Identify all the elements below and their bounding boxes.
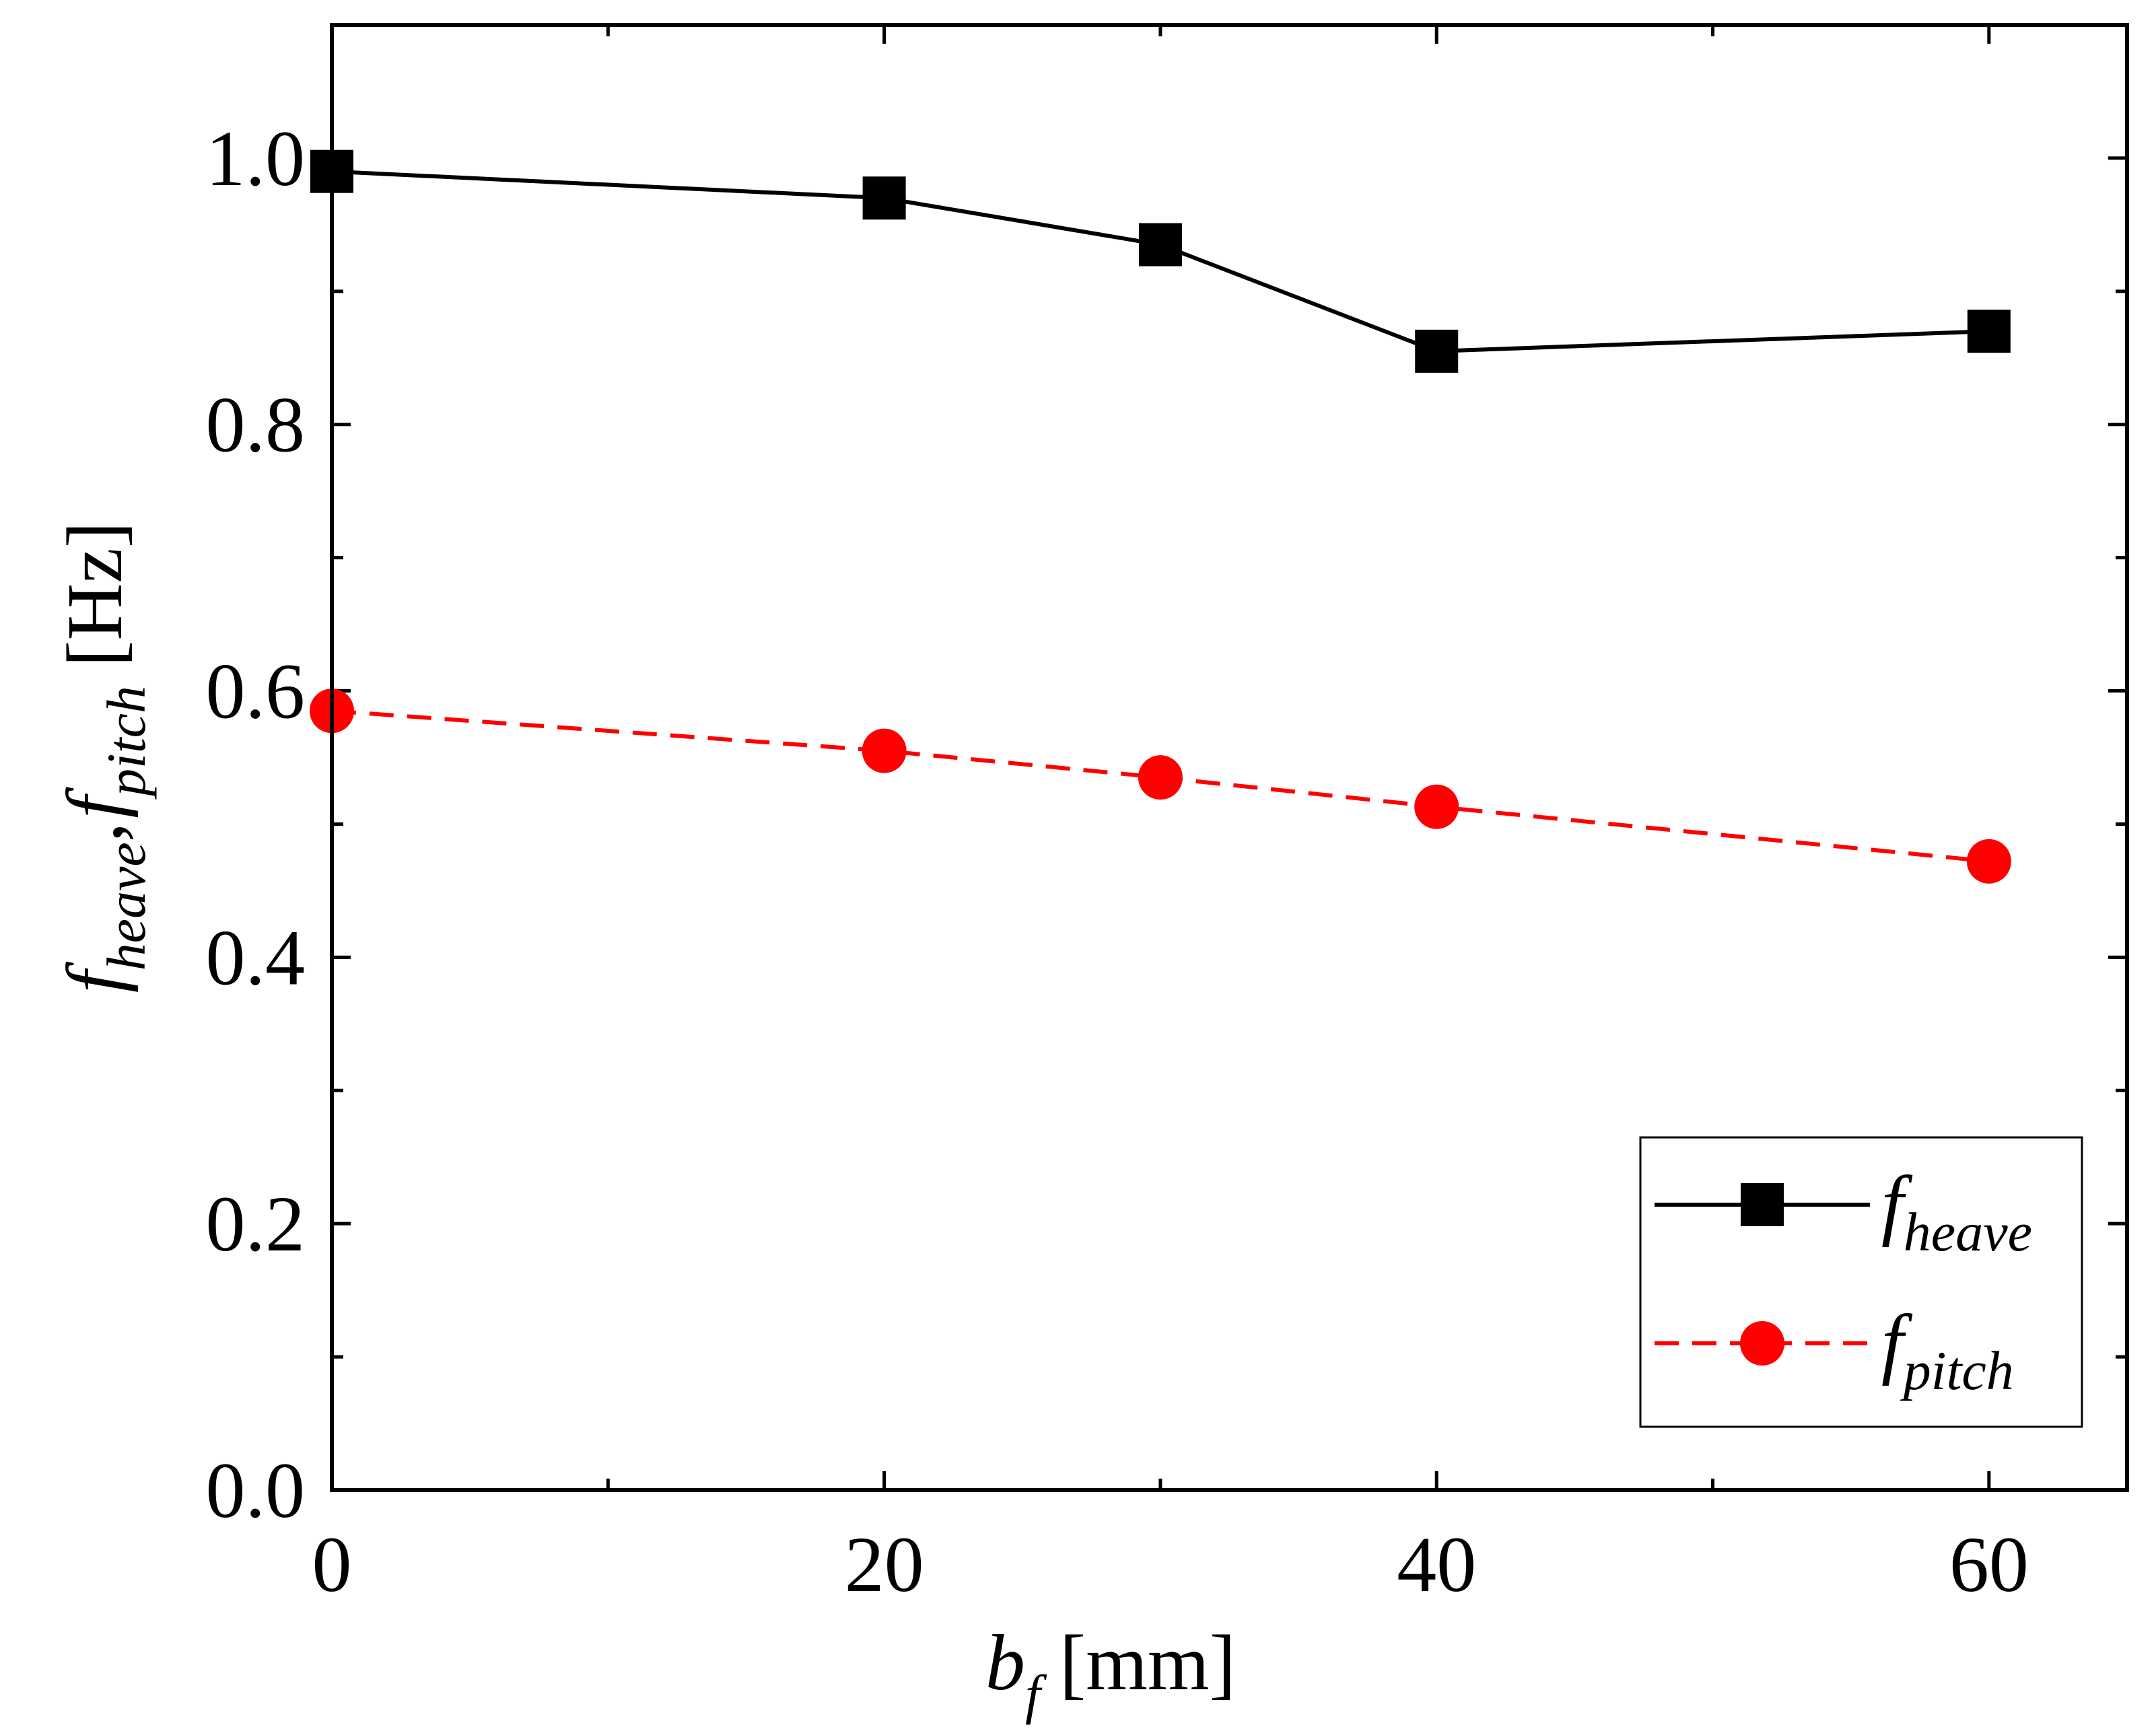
x-tick-label: 60 [1949,1520,2029,1608]
data-point-f_pitch [1138,755,1183,800]
x-tick-label: 0 [312,1520,352,1608]
legend-heave-subscript: heave [1904,1201,2032,1263]
y-axis-title: fheave,fpitch[Hz] [50,522,157,993]
legend-box [1639,1136,2083,1428]
data-point-f_pitch [1414,784,1459,829]
plot-frame [330,23,2129,1492]
legend-pitch-subscript: pitch [1900,1340,2014,1401]
y-axis-title-unit: [Hz] [50,522,139,667]
data-point-f_pitch [1966,839,2011,884]
y-axis-title-heave-subscript: heave [96,842,157,970]
x-tick-labels: 0 20 40 60 [312,1520,2029,1608]
legend: fheave fpitch [1639,1136,2083,1428]
legend-pitch-marker [1740,1321,1784,1366]
data-point-f_heave [1967,310,2011,353]
y-tick-label: 0.0 [206,1446,306,1534]
data-point-f_heave [862,176,906,220]
y-tick-label: 0.4 [206,913,306,1001]
x-axis-title: bf [mm] [985,1619,1236,1725]
y-tick-label: 0.6 [206,647,306,736]
data-point-f_heave [1138,223,1182,267]
legend-heave-marker [1741,1183,1784,1226]
series-markers [310,149,2011,884]
x-tick-label: 20 [845,1520,924,1608]
y-tick-label: 0.2 [206,1180,306,1268]
y-axis-title-pitch-subscript: pitch [96,686,157,800]
y-tick-label: 1.0 [206,114,306,203]
x-tick-label: 40 [1397,1520,1476,1608]
y-tick-labels: 0.0 0.2 0.4 0.6 0.8 1.0 [206,114,306,1534]
data-point-f_heave [1415,329,1459,373]
y-axis-title-comma: , [50,822,139,843]
legend-pitch-label: fpitch [1881,1298,2014,1401]
x-axis-title-unit: [mm] [1059,1619,1236,1707]
y-tick-label: 0.8 [206,381,306,469]
x-axis-title-main: b [985,1619,1025,1707]
data-point-f_pitch [862,728,907,773]
